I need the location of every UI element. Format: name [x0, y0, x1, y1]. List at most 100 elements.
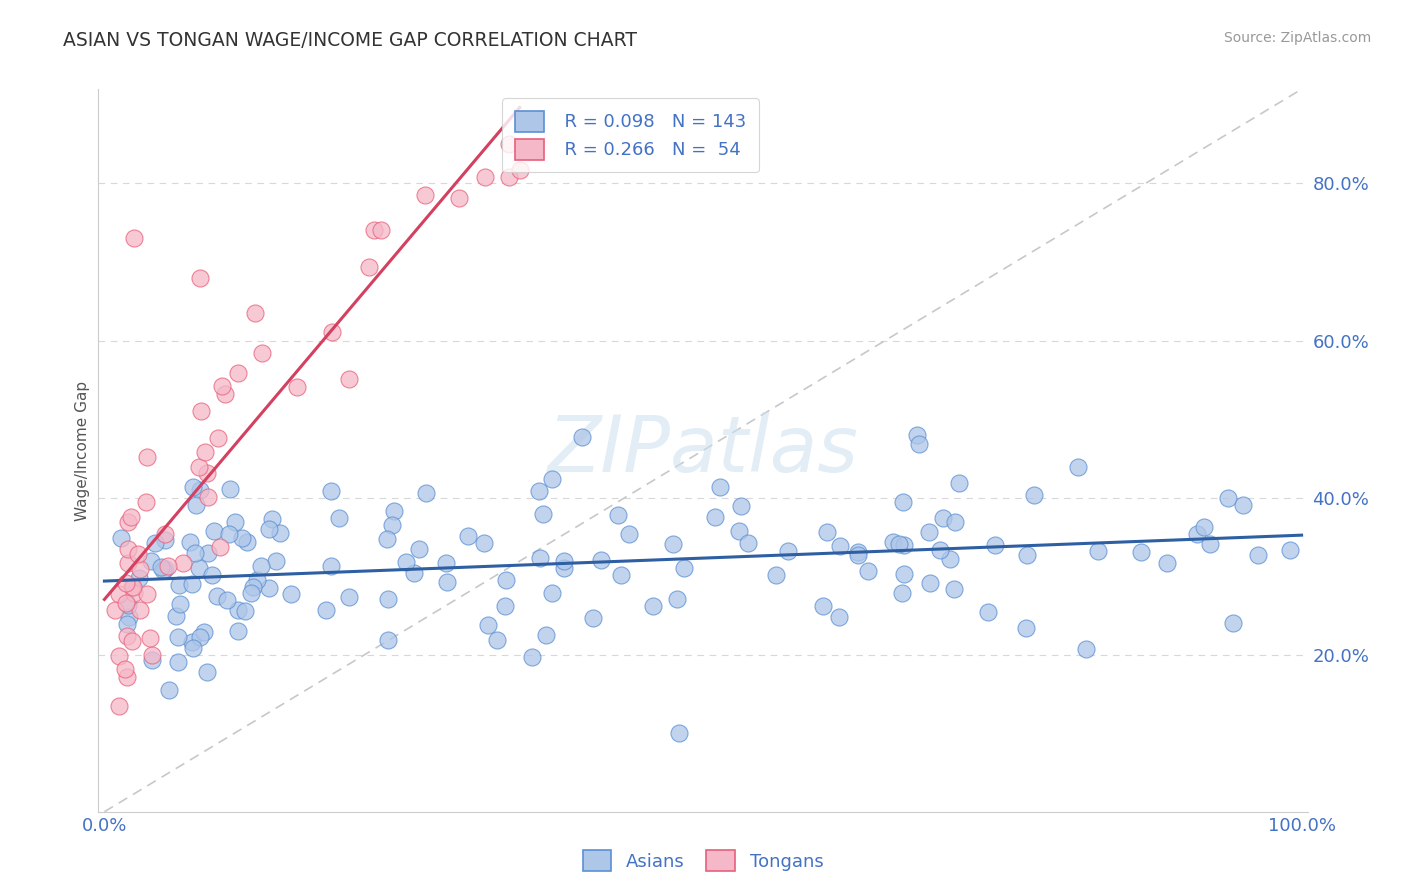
Point	[264, 554, 287, 568]
Point	[157, 558, 180, 573]
Point	[1130, 545, 1153, 559]
Point	[1216, 491, 1239, 505]
Point	[165, 608, 187, 623]
Point	[1017, 549, 1039, 563]
Point	[114, 662, 136, 676]
Point	[128, 603, 150, 617]
Point	[246, 573, 269, 587]
Point	[1187, 526, 1209, 541]
Point	[495, 573, 517, 587]
Point	[1024, 487, 1046, 501]
Point	[882, 535, 904, 549]
Point	[381, 518, 404, 533]
Point	[188, 270, 211, 285]
Point	[257, 522, 280, 536]
Point	[128, 571, 150, 585]
Point	[226, 603, 249, 617]
Point	[1232, 499, 1254, 513]
Point	[115, 629, 138, 643]
Point	[477, 618, 499, 632]
Point	[211, 378, 233, 392]
Point	[415, 485, 437, 500]
Point	[245, 306, 267, 320]
Point	[610, 568, 633, 582]
Point	[811, 599, 834, 613]
Point	[408, 541, 430, 556]
Point	[828, 610, 851, 624]
Point	[115, 575, 138, 590]
Text: ZIPatlas: ZIPatlas	[547, 412, 859, 489]
Point	[540, 471, 562, 485]
Point	[124, 231, 146, 245]
Point	[485, 632, 508, 647]
Point	[184, 546, 207, 560]
Point	[181, 577, 204, 591]
Point	[1067, 459, 1090, 474]
Point	[108, 587, 131, 601]
Point	[179, 535, 201, 549]
Point	[136, 587, 159, 601]
Point	[121, 580, 143, 594]
Point	[918, 576, 941, 591]
Point	[498, 169, 520, 184]
Point	[498, 137, 520, 152]
Point	[108, 648, 131, 663]
Y-axis label: Wage/Income Gap: Wage/Income Gap	[75, 380, 90, 521]
Point	[197, 491, 219, 505]
Point	[434, 556, 457, 570]
Point	[188, 460, 211, 475]
Point	[436, 574, 458, 589]
Point	[202, 524, 225, 538]
Legend: Asians, Tongans: Asians, Tongans	[575, 843, 831, 879]
Point	[377, 591, 399, 606]
Point	[943, 516, 966, 530]
Point	[662, 537, 685, 551]
Point	[375, 532, 398, 546]
Point	[167, 655, 190, 669]
Point	[948, 476, 970, 491]
Point	[1194, 520, 1216, 534]
Point	[890, 586, 912, 600]
Point	[315, 603, 337, 617]
Point	[262, 512, 284, 526]
Point	[181, 480, 204, 494]
Point	[115, 670, 138, 684]
Point	[187, 561, 209, 575]
Point	[983, 538, 1005, 552]
Point	[153, 562, 176, 576]
Point	[250, 346, 273, 360]
Point	[553, 554, 575, 568]
Point	[166, 630, 188, 644]
Point	[135, 450, 157, 464]
Point	[114, 596, 136, 610]
Point	[673, 561, 696, 575]
Point	[120, 510, 142, 524]
Point	[197, 545, 219, 559]
Point	[943, 582, 966, 596]
Point	[135, 495, 157, 509]
Point	[737, 536, 759, 550]
Point	[143, 536, 166, 550]
Point	[321, 325, 343, 339]
Point	[617, 527, 640, 541]
Point	[242, 580, 264, 594]
Point	[1247, 548, 1270, 562]
Point	[127, 547, 149, 561]
Point	[893, 538, 915, 552]
Point	[582, 611, 605, 625]
Point	[117, 598, 139, 612]
Point	[280, 587, 302, 601]
Point	[124, 586, 146, 600]
Point	[233, 604, 256, 618]
Point	[121, 580, 143, 594]
Point	[117, 541, 139, 556]
Point	[413, 188, 436, 202]
Point	[536, 628, 558, 642]
Point	[1087, 543, 1109, 558]
Point	[208, 540, 231, 554]
Point	[117, 556, 139, 570]
Point	[121, 634, 143, 648]
Point	[472, 536, 495, 550]
Point	[666, 591, 689, 606]
Point	[1198, 537, 1220, 551]
